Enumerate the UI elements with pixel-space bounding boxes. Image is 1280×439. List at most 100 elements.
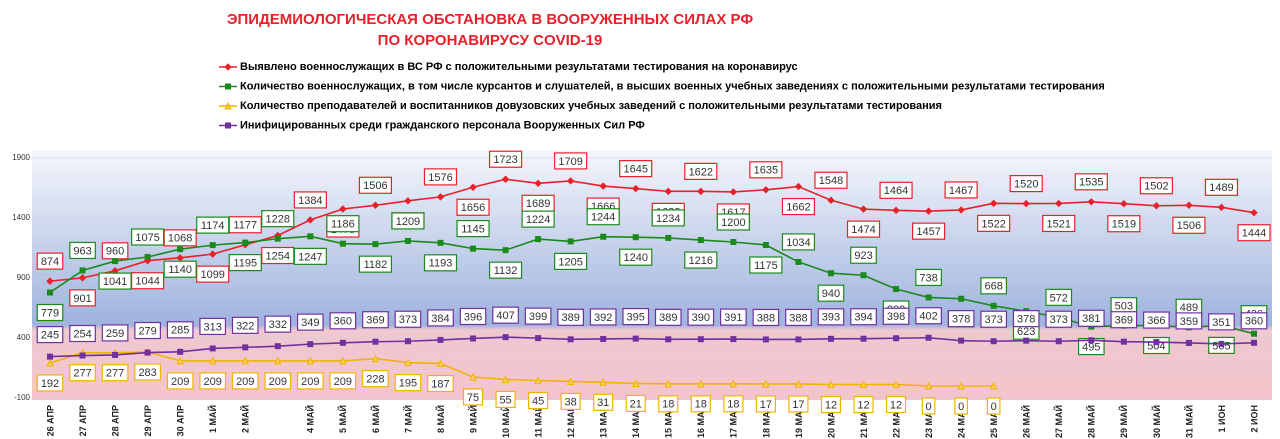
data-label-box xyxy=(586,208,620,226)
data-point xyxy=(339,205,347,213)
data-point xyxy=(1087,198,1096,206)
data-label: 901 xyxy=(69,289,96,307)
x-tick-label: 1 МАЙ xyxy=(207,405,218,433)
data-label: 359 xyxy=(1175,312,1203,330)
data-point xyxy=(339,356,347,365)
data-label-text: 572 xyxy=(1050,292,1068,304)
data-label-box xyxy=(264,372,292,390)
data-label: 313 xyxy=(199,317,227,336)
data-point xyxy=(892,206,900,215)
data-label-text: 195 xyxy=(399,378,417,390)
data-label-text: 1132 xyxy=(494,265,518,277)
data-label-text: 1489 xyxy=(1209,182,1233,194)
data-label-text: 359 xyxy=(1180,316,1198,328)
data-label: 1464 xyxy=(879,181,913,199)
data-label: 245 xyxy=(36,326,64,344)
data-label-text: 0 xyxy=(958,401,964,413)
data-label-text: 1195 xyxy=(233,258,257,270)
data-label: 1384 xyxy=(293,191,327,209)
data-point xyxy=(697,237,704,244)
data-label-text: 874 xyxy=(41,256,59,268)
data-label-box xyxy=(557,308,584,326)
data-label-box xyxy=(1143,311,1170,329)
data-label: 874 xyxy=(36,252,64,270)
data-label: 254 xyxy=(69,324,96,343)
data-point xyxy=(535,335,542,342)
data-label: 398 xyxy=(882,307,910,325)
x-tick-label: 26 АПР xyxy=(45,405,55,436)
data-label-box xyxy=(755,395,776,413)
data-label: 349 xyxy=(296,313,324,331)
plot-area xyxy=(32,150,1272,400)
data-label: 668 xyxy=(980,277,1008,295)
data-label: 1521 xyxy=(1042,214,1076,233)
data-label-box xyxy=(329,372,357,390)
data-point xyxy=(1251,330,1257,337)
data-label-text: 209 xyxy=(301,376,319,388)
data-point xyxy=(664,379,673,388)
data-label-box xyxy=(36,303,64,322)
data-point xyxy=(437,239,444,246)
data-label-text: 1234 xyxy=(656,213,680,225)
data-label-box xyxy=(293,247,327,265)
data-label-box xyxy=(264,315,292,333)
data-label-text: 1457 xyxy=(916,226,940,238)
data-label-box xyxy=(554,252,588,270)
data-label-text: 18 xyxy=(727,399,739,411)
data-label: 1519 xyxy=(1107,215,1141,233)
data-label-text: 1216 xyxy=(689,255,713,267)
data-label-text: 1689 xyxy=(526,198,550,210)
data-label-box xyxy=(423,168,458,186)
data-label-text: 1576 xyxy=(428,172,452,184)
data-label-text: 360 xyxy=(334,316,352,328)
data-label-text: 1502 xyxy=(1144,181,1168,193)
data-label: 18 xyxy=(658,395,679,413)
data-point xyxy=(1022,199,1030,208)
data-label-box xyxy=(1077,309,1105,327)
data-label-text: 279 xyxy=(138,325,156,337)
y-tick-label: 900 xyxy=(17,273,31,282)
data-label: 1175 xyxy=(749,256,783,274)
data-point xyxy=(665,336,672,343)
data-point xyxy=(46,277,54,285)
data-label-text: 1521 xyxy=(1047,218,1071,230)
data-label-text: 18 xyxy=(662,399,674,411)
data-label-box xyxy=(716,213,750,231)
data-point xyxy=(1251,339,1257,346)
data-label-text: 1645 xyxy=(623,164,647,176)
data-point xyxy=(404,338,411,345)
data-point xyxy=(957,381,965,390)
data-label-box xyxy=(261,210,295,228)
data-label-text: 369 xyxy=(1115,315,1133,327)
data-label-text: 1506 xyxy=(1177,220,1201,232)
data-label: 209 xyxy=(264,372,292,390)
data-label-text: 1228 xyxy=(266,214,290,226)
data-point xyxy=(177,348,184,355)
data-label-box xyxy=(977,214,1011,232)
data-label: 390 xyxy=(687,308,715,326)
data-point xyxy=(470,245,477,252)
data-label: 1622 xyxy=(684,162,718,180)
data-point xyxy=(436,359,445,368)
data-point xyxy=(762,379,770,388)
data-label: 1186 xyxy=(326,215,360,233)
data-label-text: 923 xyxy=(854,250,872,262)
data-label: 187 xyxy=(427,374,454,393)
data-label-text: 960 xyxy=(106,246,124,258)
data-label-box xyxy=(459,307,487,326)
data-label: 1177 xyxy=(228,216,262,234)
data-label-box xyxy=(619,248,653,266)
data-point xyxy=(47,353,53,360)
data-label: 1635 xyxy=(749,161,783,179)
y-tick-label: -100 xyxy=(14,393,31,402)
data-point xyxy=(535,236,542,243)
data-label: 351 xyxy=(1208,313,1235,331)
data-point xyxy=(860,335,867,342)
data-label-box xyxy=(36,326,64,344)
data-label-text: 392 xyxy=(594,312,612,324)
data-point xyxy=(78,274,87,282)
data-label: 1244 xyxy=(586,208,620,226)
data-label: 388 xyxy=(785,308,812,327)
data-label-box xyxy=(749,256,783,274)
data-point xyxy=(924,381,933,390)
